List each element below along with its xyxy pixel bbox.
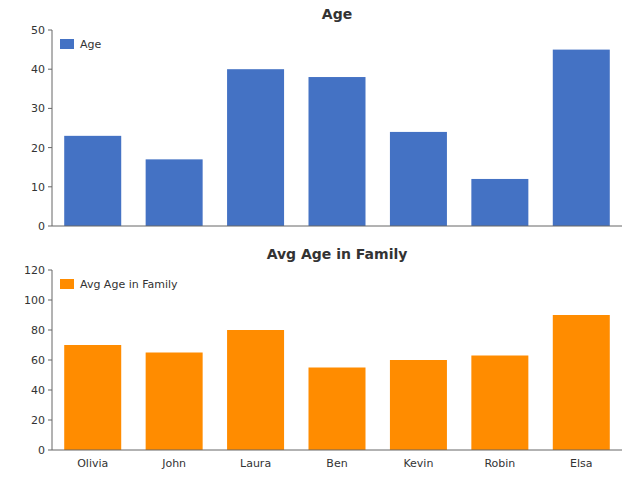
y-tick-label: 40 bbox=[31, 384, 45, 397]
y-tick bbox=[48, 420, 52, 421]
x-tick-label: Robin bbox=[484, 457, 515, 470]
y-tick-label: 20 bbox=[31, 414, 45, 427]
bar bbox=[471, 179, 528, 226]
bar bbox=[227, 330, 284, 450]
x-axis bbox=[52, 226, 622, 227]
chart-svg: Age 0 10 20 30 40 50 Age Avg Age in Family 0 20 40 6… bbox=[0, 0, 640, 480]
bar bbox=[471, 356, 528, 451]
y-tick-label: 30 bbox=[31, 102, 45, 115]
y-tick bbox=[48, 147, 52, 148]
y-tick bbox=[48, 108, 52, 109]
y-tick-label: 100 bbox=[24, 294, 45, 307]
x-tick-label: John bbox=[161, 457, 186, 470]
x-tick-label: Kevin bbox=[403, 457, 433, 470]
legend: Avg Age in Family bbox=[60, 278, 178, 291]
bar bbox=[553, 315, 610, 450]
panel: Age 0 10 20 30 40 50 Age bbox=[31, 6, 622, 233]
x-tick-label: Ben bbox=[326, 457, 347, 470]
legend: Age bbox=[60, 38, 102, 51]
x-tick-label: Olivia bbox=[77, 457, 108, 470]
y-tick-label: 120 bbox=[24, 264, 45, 277]
x-axis bbox=[52, 450, 622, 451]
legend-swatch bbox=[60, 279, 74, 289]
y-tick-label: 50 bbox=[31, 24, 45, 37]
y-tick-label: 0 bbox=[38, 444, 45, 457]
bar bbox=[309, 368, 366, 451]
y-axis bbox=[52, 270, 53, 450]
y-tick bbox=[48, 270, 52, 271]
y-tick-label: 40 bbox=[31, 63, 45, 76]
y-tick-label: 80 bbox=[31, 324, 45, 337]
y-axis bbox=[52, 30, 53, 226]
chart-title: Age bbox=[322, 6, 352, 22]
x-tick-label: Elsa bbox=[570, 457, 592, 470]
bars bbox=[64, 50, 610, 226]
bar bbox=[309, 77, 366, 226]
x-tick-label: Laura bbox=[240, 457, 271, 470]
y-tick bbox=[48, 360, 52, 361]
y-tick bbox=[48, 330, 52, 331]
y-tick-label: 10 bbox=[31, 181, 45, 194]
y-tick-label: 60 bbox=[31, 354, 45, 367]
bar bbox=[390, 132, 447, 226]
bar bbox=[227, 69, 284, 226]
legend-label: Age bbox=[80, 38, 102, 51]
chart-container: Age 0 10 20 30 40 50 Age Avg Age in Family 0 20 40 6… bbox=[0, 0, 640, 480]
bar bbox=[64, 345, 121, 450]
y-tick bbox=[48, 30, 52, 31]
y-tick bbox=[48, 300, 52, 301]
bar bbox=[553, 50, 610, 226]
y-tick bbox=[48, 390, 52, 391]
bar bbox=[64, 136, 121, 226]
bar bbox=[146, 159, 203, 226]
y-tick-label: 0 bbox=[38, 220, 45, 233]
bar bbox=[146, 353, 203, 451]
legend-swatch bbox=[60, 39, 74, 49]
panel: Avg Age in Family 0 20 40 60 80 100 120 Olivia Jo… bbox=[24, 246, 622, 470]
bar bbox=[390, 360, 447, 450]
chart-title: Avg Age in Family bbox=[267, 246, 408, 262]
y-tick bbox=[48, 226, 52, 227]
y-tick bbox=[48, 450, 52, 451]
y-tick-label: 20 bbox=[31, 142, 45, 155]
y-tick bbox=[48, 186, 52, 187]
bars bbox=[64, 315, 610, 450]
legend-label: Avg Age in Family bbox=[80, 278, 178, 291]
y-tick bbox=[48, 69, 52, 70]
